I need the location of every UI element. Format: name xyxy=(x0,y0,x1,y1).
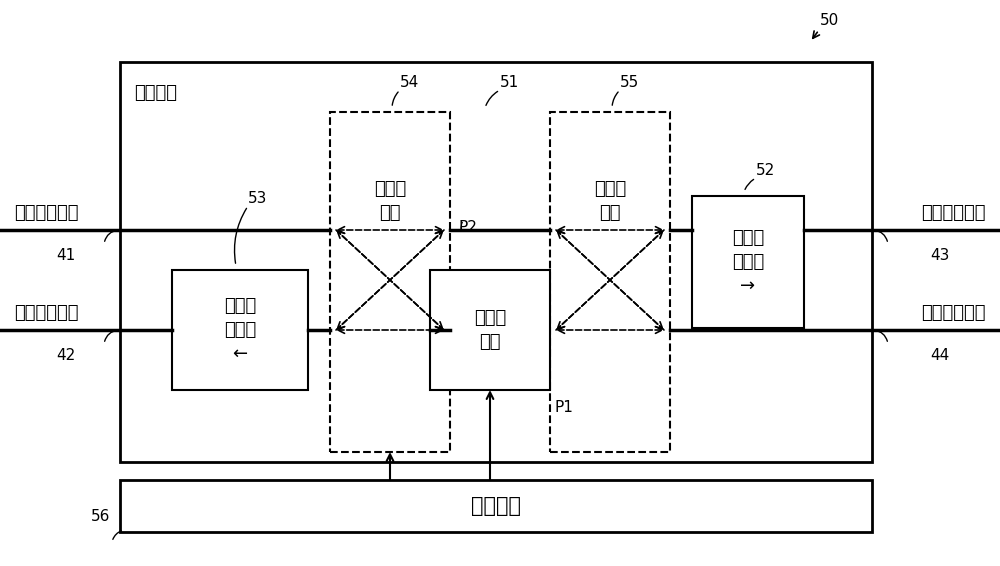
Text: 53: 53 xyxy=(248,191,267,206)
Bar xyxy=(692,196,804,328)
Bar xyxy=(550,112,670,452)
Text: 发送侧输出部: 发送侧输出部 xyxy=(922,204,986,222)
Bar xyxy=(172,270,308,390)
Text: 第一光
开关: 第一光 开关 xyxy=(374,180,406,222)
Text: 44: 44 xyxy=(930,348,949,363)
Text: 42: 42 xyxy=(56,348,75,363)
Text: 51: 51 xyxy=(500,75,519,90)
Text: 54: 54 xyxy=(400,75,419,90)
Text: 41: 41 xyxy=(56,248,75,263)
Bar xyxy=(120,480,872,532)
Text: 50: 50 xyxy=(820,13,839,28)
Text: P2: P2 xyxy=(458,220,477,235)
Text: 56: 56 xyxy=(91,509,110,524)
Text: 43: 43 xyxy=(930,248,949,263)
Text: 发送侧
隔离器
→: 发送侧 隔离器 → xyxy=(732,229,764,294)
Text: 发送侧输入部: 发送侧输入部 xyxy=(14,204,78,222)
Text: P1: P1 xyxy=(554,400,573,415)
Text: 52: 52 xyxy=(756,163,775,178)
Text: 光放大器: 光放大器 xyxy=(134,84,177,102)
Text: 光放大
元件: 光放大 元件 xyxy=(474,309,506,351)
Text: 55: 55 xyxy=(620,75,639,90)
Text: 第二光
开关: 第二光 开关 xyxy=(594,180,626,222)
Text: 接收侧输出部: 接收侧输出部 xyxy=(14,304,78,322)
Text: 控制单元: 控制单元 xyxy=(471,496,521,516)
Bar xyxy=(120,62,872,462)
Bar xyxy=(330,112,450,452)
Text: 接收侧
隔离器
←: 接收侧 隔离器 ← xyxy=(224,297,256,363)
Bar xyxy=(430,270,550,390)
Text: 接收侧输入部: 接收侧输入部 xyxy=(922,304,986,322)
